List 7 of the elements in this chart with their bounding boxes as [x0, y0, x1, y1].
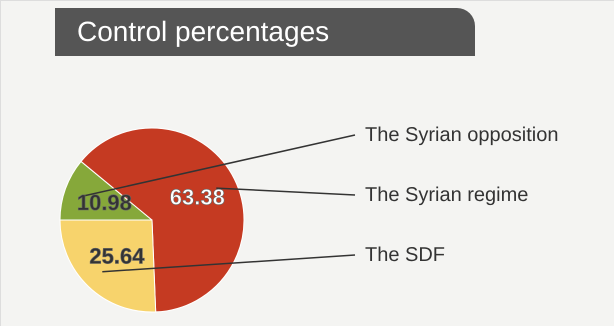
chart-title: Control percentages [55, 8, 475, 56]
slice-label: The Syrian regime [365, 184, 528, 206]
data-label: 10.98 [76, 190, 132, 215]
data-label: 25.64 [89, 243, 146, 268]
slice-label: The SDF [365, 244, 446, 266]
data-label: 63.38 [170, 184, 225, 210]
slice-label: The Syrian opposition [365, 124, 558, 146]
